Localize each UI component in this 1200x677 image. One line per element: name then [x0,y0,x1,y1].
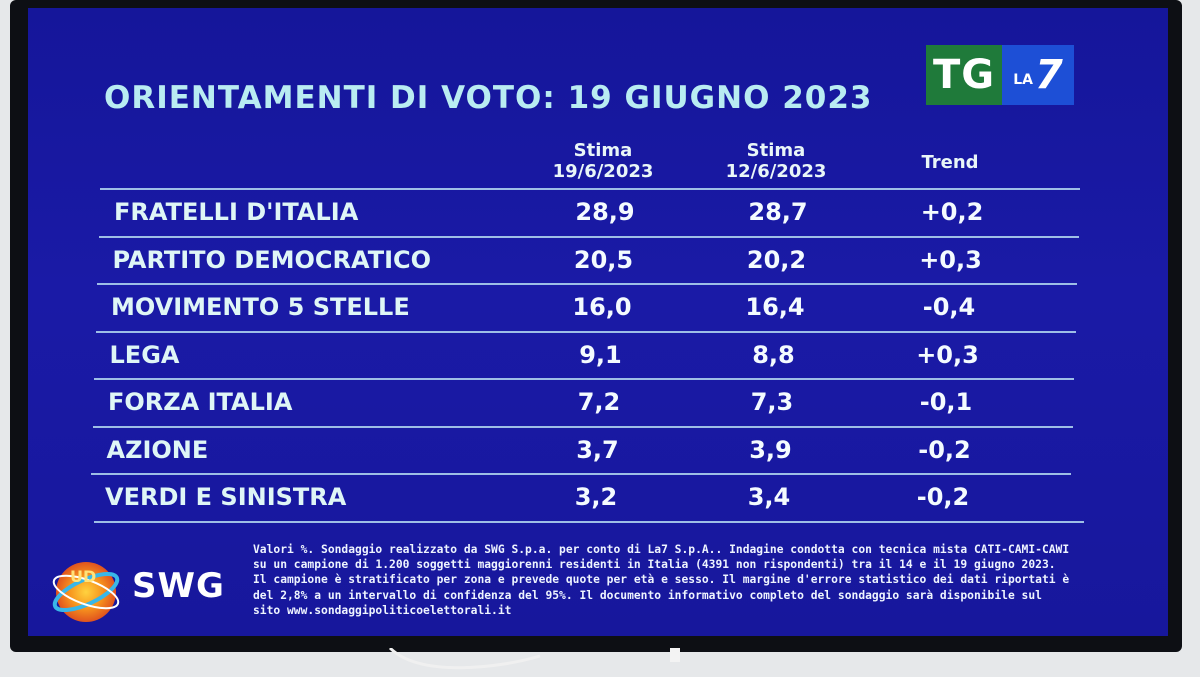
swg-orbit-icon [52,571,120,613]
page-title: ORIENTAMENTI DI VOTO: 19 GIUGNO 2023 [104,80,873,116]
logo-seven-text: 7 [1034,52,1063,98]
column-header-line: Stima [746,140,806,161]
value-stima-12-6: 3,4 [747,483,791,511]
logo-la-text: LA [1013,72,1033,88]
table-row: PARTITO DEMOCRATICO 20,5 20,2 +0,3 [98,235,1079,282]
value-trend: -0,2 [916,483,970,511]
methodology-note: Valori %. Sondaggio realizzato da SWG S.… [253,543,1070,617]
table-row: VERDI E SINISTRA 3,2 3,4 -0,2 [91,473,1071,519]
value-stima-19-6: 28,9 [575,198,635,226]
swg-orbit-icon [52,574,120,610]
party-name: PARTITO DEMOCRATICO [112,245,432,274]
value-stima-19-6: 16,0 [572,293,632,321]
value-trend: -0,2 [918,435,971,464]
row-rule [100,188,1080,190]
value-stima-19-6: 3,7 [576,435,619,464]
party-name: LEGA [109,340,180,369]
row-rule [91,473,1071,475]
table-row: FRATELLI D'ITALIA 28,9 28,7 +0,2 [100,188,1080,234]
party-name: AZIONE [106,435,209,464]
value-trend: -0,1 [919,388,973,416]
row-rule [92,425,1073,428]
table-row: FORZA ITALIA 7,2 7,3 -0,1 [94,378,1074,424]
value-stima-19-6: 3,2 [574,483,618,511]
column-header-stima-19-6: Stima 19/6/2023 [528,140,678,182]
column-header-line: 19/6/2023 [552,161,654,182]
column-header-trend: Trend [921,152,979,173]
value-stima-12-6: 7,3 [750,388,794,416]
swg-mark: UD [70,567,96,586]
table-row: MOVIMENTO 5 STELLE 16,0 16,4 -0,4 [97,283,1077,329]
value-stima-12-6: 28,7 [748,198,808,226]
swg-wordmark: SWG [132,566,225,606]
column-header-stima-12-6: Stima 12/6/2023 [701,140,851,182]
party-name: FRATELLI D'ITALIA [114,198,359,226]
value-trend: +0,3 [919,245,982,274]
row-rule [97,283,1077,285]
row-rule [98,235,1079,238]
value-stima-12-6: 3,9 [749,435,792,464]
row-rule [95,330,1076,333]
row-rule [94,378,1074,380]
value-stima-12-6: 20,2 [746,245,807,274]
column-header-line: 12/6/2023 [725,161,827,182]
tv-screen: ORIENTAMENTI DI VOTO: 19 GIUGNO 2023 TG … [28,8,1168,636]
value-stima-19-6: 20,5 [573,245,634,274]
tv-cable [388,648,680,670]
table-row: LEGA 9,1 8,8 +0,3 [95,330,1076,377]
value-trend: +0,3 [916,340,979,369]
logo-tg-block: TG [926,45,1002,105]
value-stima-19-6: 9,1 [579,340,622,369]
value-trend: +0,2 [920,198,984,226]
party-name: VERDI E SINISTRA [105,483,347,511]
table-row: AZIONE 3,7 3,9 -0,2 [92,425,1073,472]
logo-la7-block: LA 7 [1002,45,1074,105]
value-stima-19-6: 7,2 [577,388,621,416]
party-name: FORZA ITALIA [108,388,293,416]
swg-logo: UD [52,562,120,622]
column-header-line: Stima [573,140,633,161]
value-stima-12-6: 8,8 [752,340,795,369]
table-bottom-rule [94,521,1084,523]
tg-la7-logo: TG LA 7 [926,45,1074,105]
value-trend: -0,4 [922,293,976,321]
party-name: MOVIMENTO 5 STELLE [111,293,410,321]
value-stima-12-6: 16,4 [745,293,805,321]
